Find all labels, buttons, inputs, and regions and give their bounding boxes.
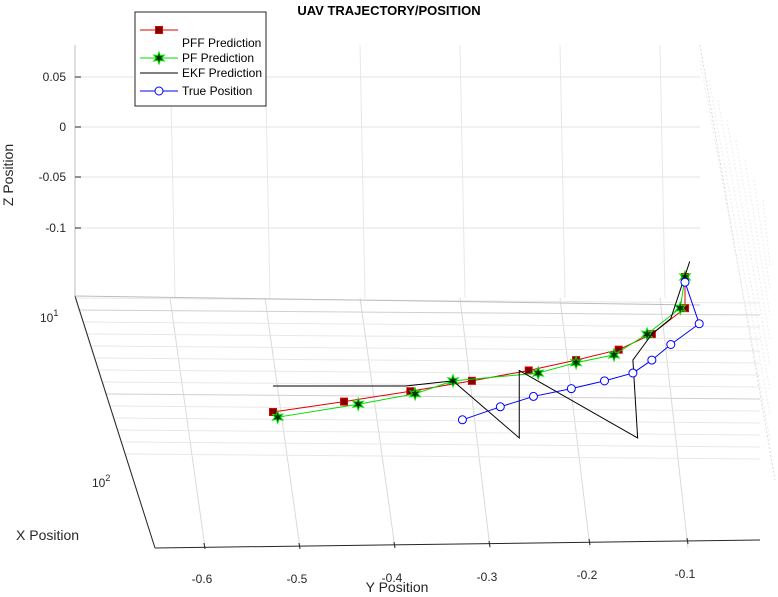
- data-point: [408, 386, 422, 402]
- series-3: [457, 277, 704, 425]
- series-group: [269, 261, 704, 440]
- data-point: [599, 376, 609, 386]
- z-axis-label: Z Position: [0, 144, 16, 206]
- data-point: [152, 50, 166, 66]
- legend-label: PFF Prediction: [182, 36, 261, 50]
- data-point: [351, 396, 365, 412]
- y-tick-label: -0.6: [192, 572, 213, 586]
- legend-item: PF Prediction: [140, 50, 254, 66]
- y-tick-label: -0.1: [675, 567, 696, 581]
- data-point: [524, 366, 533, 375]
- grid-lines: [74, 44, 776, 549]
- y-tick-label: -0.4: [382, 571, 403, 585]
- series-line: [273, 261, 691, 440]
- data-point: [467, 376, 476, 385]
- series-0: [269, 273, 689, 416]
- data-point: [607, 347, 621, 363]
- legend-item: EKF Prediction: [140, 66, 262, 80]
- y-tick-label: -0.3: [477, 570, 498, 584]
- y-tick-label: -0.5: [287, 572, 308, 586]
- data-point: [531, 365, 545, 381]
- data-point: [566, 384, 576, 394]
- y-tick-label: -0.2: [577, 568, 598, 582]
- data-point: [154, 86, 164, 96]
- legend-item: PFF Prediction: [140, 26, 261, 50]
- data-point: [495, 402, 505, 412]
- x-axis-label: X Position: [16, 527, 79, 543]
- z-tick-label: -0.1: [45, 221, 66, 235]
- data-point: [628, 368, 638, 378]
- series-line: [272, 277, 686, 413]
- legend-label: PF Prediction: [182, 51, 254, 65]
- data-point: [271, 409, 285, 425]
- z-tick-label: 0.05: [43, 70, 67, 84]
- data-point: [155, 26, 163, 34]
- data-point: [457, 415, 467, 425]
- axes-box: [74, 45, 761, 549]
- series-line: [277, 276, 686, 418]
- data-point: [647, 355, 657, 365]
- data-point: [528, 391, 538, 401]
- legend-label: True Position: [182, 84, 252, 98]
- series-1: [271, 269, 692, 425]
- y-axis-label: Y Position: [366, 579, 429, 595]
- data-point: [666, 340, 676, 349]
- chart-title: UAV TRAJECTORY/POSITION: [297, 3, 480, 18]
- z-tick-label: -0.05: [39, 170, 67, 184]
- z-tick-label: 0: [59, 120, 66, 134]
- series-2: [273, 261, 691, 440]
- tick-labels: -0.6 -0.5 -0.4 -0.3 -0.2 -0.1 0.05 0 -0.05 -0.1 10…: [39, 70, 696, 586]
- data-point: [569, 355, 583, 371]
- x-tick-label: 102: [92, 473, 110, 490]
- legend-item: True Position: [140, 84, 252, 98]
- series-line: [462, 282, 700, 421]
- data-point: [680, 277, 690, 287]
- data-point: [694, 319, 704, 329]
- legend-label: EKF Prediction: [182, 66, 262, 80]
- x-tick-label: 101: [40, 308, 58, 325]
- data-point: [340, 397, 349, 406]
